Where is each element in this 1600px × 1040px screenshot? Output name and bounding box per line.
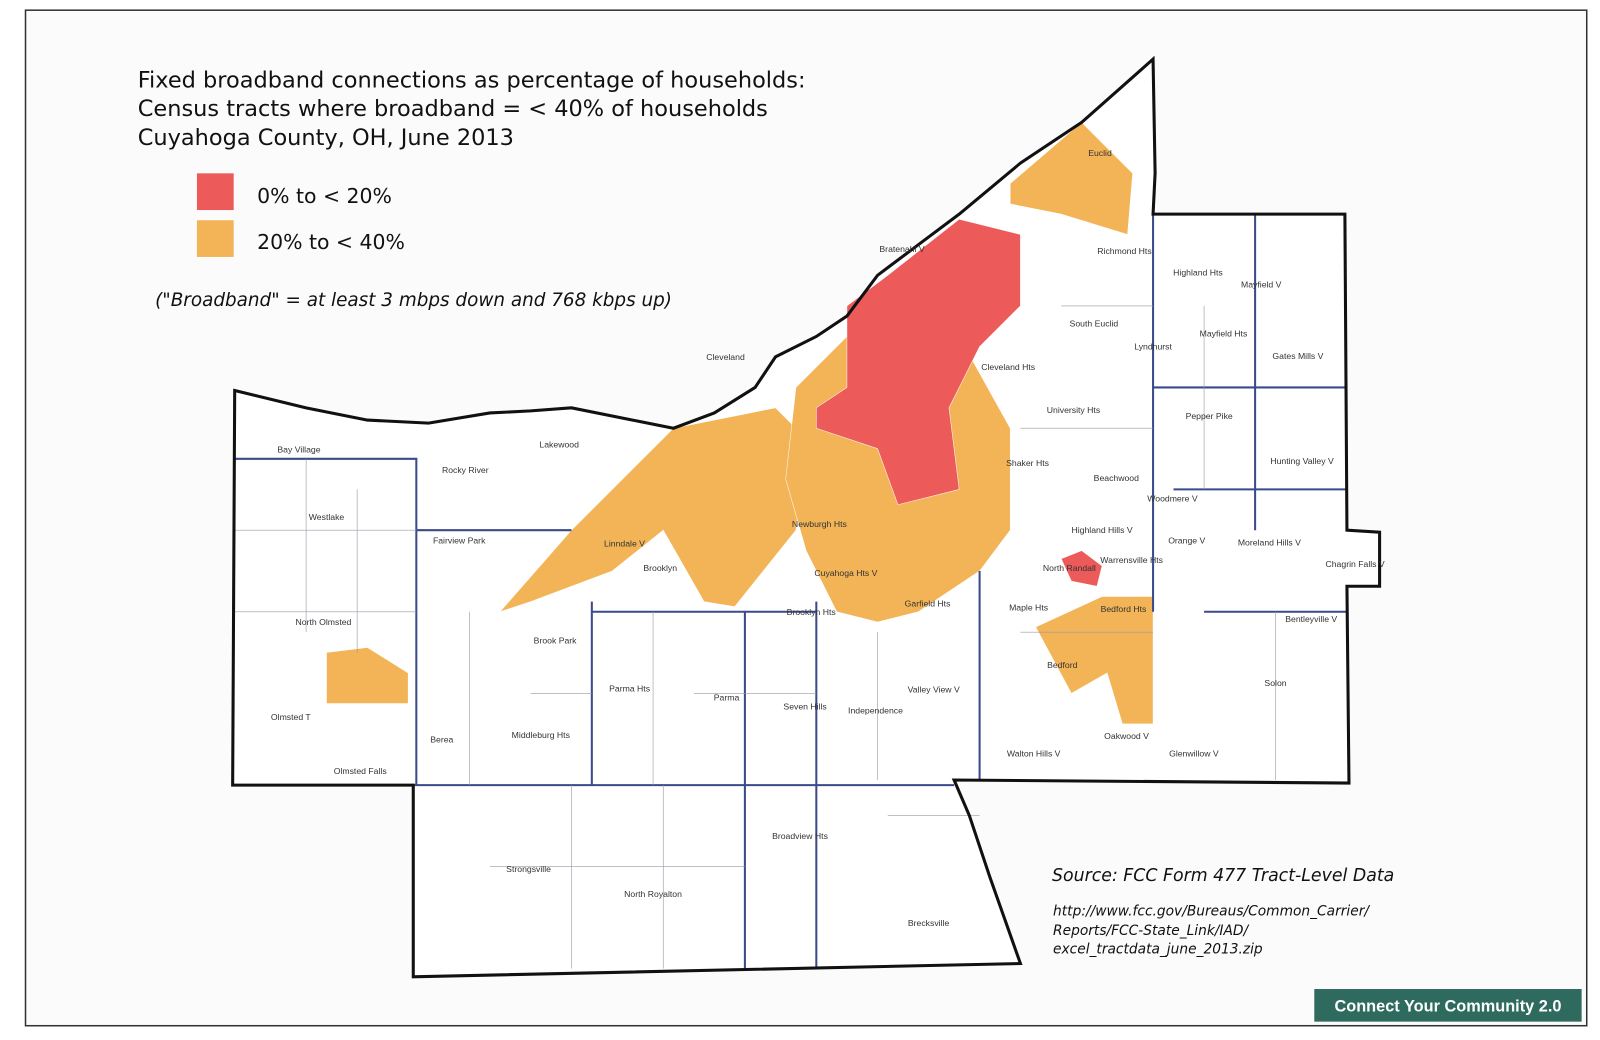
place-label: Moreland Hills V	[1238, 537, 1301, 547]
region-tier-1	[1060, 550, 1103, 587]
definition-note: ("Broadband" = at least 3 mbps down and …	[155, 290, 672, 311]
place-label: Middleburg Hts	[512, 730, 571, 740]
place-label: Brooklyn Hts	[787, 607, 837, 617]
region-tier-2	[326, 647, 409, 704]
badge-background	[1314, 989, 1582, 1022]
place-label: South Euclid	[1070, 318, 1119, 328]
place-label: North Olmsted	[296, 617, 352, 627]
place-label: Independence	[848, 706, 903, 716]
place-label: Glenwillow V	[1169, 749, 1219, 759]
place-label: Maple Hts	[1009, 603, 1049, 613]
place-label: Cleveland	[706, 352, 745, 362]
place-label: Highland Hts	[1173, 267, 1223, 277]
title-line: Census tracts where broadband = < 40% of…	[138, 96, 768, 122]
source-url: excel_tractdata_june_2013.zip	[1053, 941, 1263, 957]
place-label: Bedford	[1047, 660, 1078, 670]
place-label: Orange V	[1168, 535, 1205, 545]
place-label: Berea	[430, 734, 453, 744]
legend-label: 20% to < 40%	[257, 230, 405, 254]
place-label: Bentleyville V	[1285, 614, 1337, 624]
place-label: North Royalton	[624, 889, 682, 899]
place-label: Lyndhurst	[1134, 342, 1172, 352]
place-label: Mayfield V	[1241, 280, 1282, 290]
source-url: Reports/FCC-State_Link/IAD/	[1053, 923, 1249, 939]
source-block: Source: FCC Form 477 Tract-Level Data ht…	[1052, 866, 1394, 957]
title-line: Fixed broadband connections as percentag…	[138, 68, 806, 94]
place-label: Pepper Pike	[1186, 411, 1233, 421]
place-label: Parma Hts	[609, 683, 651, 693]
place-label: Seven Hills	[783, 702, 827, 712]
place-label: Olmsted T	[271, 712, 311, 722]
place-label: Cuyahoga Hts V	[814, 568, 877, 578]
place-label: Strongsville	[506, 864, 551, 874]
place-label: Brook Park	[534, 635, 578, 645]
county-outline	[231, 55, 1382, 979]
place-label: Bratenahl V	[879, 244, 924, 254]
place-label: Shaker Hts	[1006, 458, 1050, 468]
place-labels: Euclid Bratenahl V Richmond Hts Highland…	[271, 148, 1385, 928]
place-label: Solon	[1264, 678, 1286, 688]
place-label: Gates Mills V	[1272, 351, 1323, 361]
place-label: North Randall	[1043, 563, 1096, 573]
source-title: Source: FCC Form 477 Tract-Level Data	[1052, 866, 1394, 886]
place-label: Westlake	[309, 512, 345, 522]
title-block: Fixed broadband connections as percentag…	[138, 68, 806, 151]
region-tier-2	[499, 407, 807, 613]
place-label: Garfield Hts	[905, 599, 951, 609]
badge-text: Connect Your Community 2.0	[1334, 997, 1561, 1015]
county-map	[231, 55, 1382, 979]
place-label: Parma	[714, 692, 740, 702]
place-label: Brecksville	[908, 918, 950, 928]
place-label: Lakewood	[539, 440, 579, 450]
region-tier-2	[1035, 596, 1154, 725]
place-label: Newburgh Hts	[792, 519, 848, 529]
legend-swatch	[196, 220, 234, 257]
place-label: Hunting Valley V	[1270, 456, 1334, 466]
place-label: Linndale V	[604, 539, 645, 549]
place-label: Walton Hills V	[1007, 749, 1061, 759]
place-label: Highland Hills V	[1071, 525, 1132, 535]
place-label: Cleveland Hts	[981, 362, 1036, 372]
place-label: Valley View V	[908, 684, 960, 694]
legend-swatch	[196, 173, 234, 211]
place-label: Richmond Hts	[1097, 246, 1152, 256]
place-label: University Hts	[1047, 405, 1101, 415]
place-label: Bedford Hts	[1101, 604, 1147, 614]
place-label: Mayfield Hts	[1200, 328, 1248, 338]
place-label: Fairview Park	[433, 535, 486, 545]
place-label: Euclid	[1088, 148, 1112, 158]
source-url: http://www.fcc.gov/Bureaus/Common_Carrie…	[1053, 904, 1370, 920]
legend-label: 0% to < 20%	[257, 184, 392, 208]
place-label: Oakwood V	[1104, 731, 1149, 741]
place-label: Bay Village	[277, 445, 320, 455]
tract-boundaries	[234, 305, 1276, 969]
place-label: Brooklyn	[643, 563, 677, 573]
place-label: Woodmere V	[1147, 494, 1198, 504]
place-label: Broadview Hts	[772, 831, 828, 841]
place-label: Warrensville Hts	[1100, 555, 1163, 565]
legend: 0% to < 20% 20% to < 40%	[196, 173, 405, 257]
place-label: Chagrin Falls V	[1325, 559, 1384, 569]
place-label: Beachwood	[1094, 473, 1139, 483]
place-label: Rocky River	[442, 465, 489, 475]
place-label: Olmsted Falls	[334, 766, 388, 776]
title-line: Cuyahoga County, OH, June 2013	[138, 125, 514, 151]
